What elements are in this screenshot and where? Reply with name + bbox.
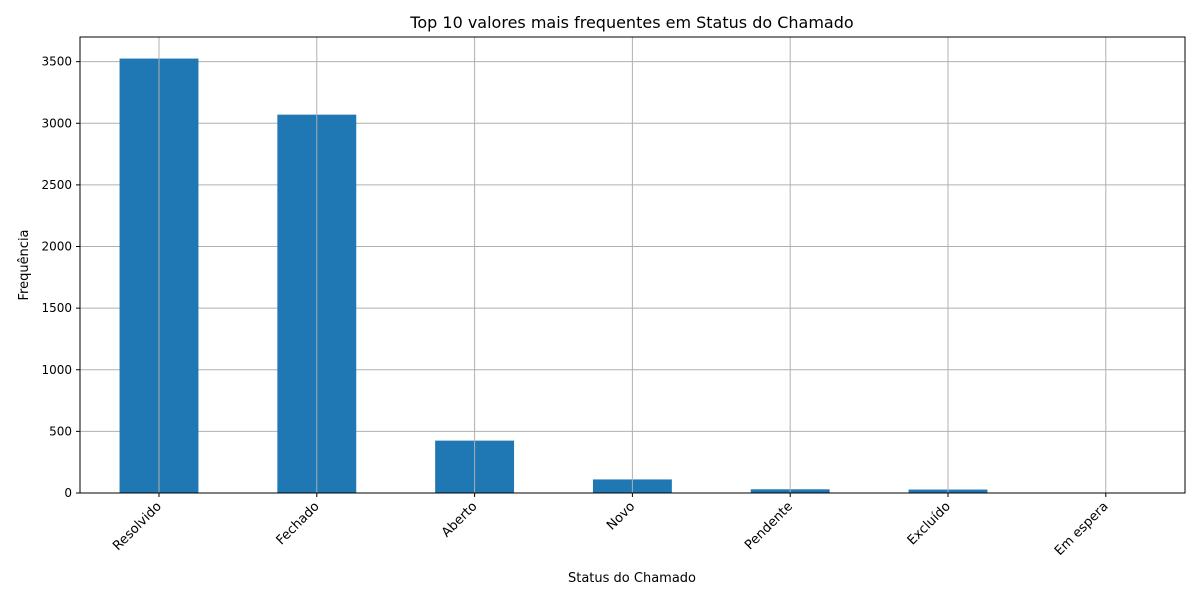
vertical-grid-layer [158, 37, 1107, 493]
y-axis-label: Frequência [17, 229, 32, 300]
y-axis-ticks: 0 500 1000 1500 2000 2500 3000 3500 [41, 55, 80, 500]
y-tick-label: 500 [49, 424, 72, 438]
x-axis-ticks: Resolvido Fechado Aberto Novo Pendente Excluí… [110, 493, 1112, 559]
x-axis-label: Status do Chamado [568, 571, 696, 586]
y-tick-label: 3500 [41, 55, 72, 69]
x-tick-label: Resolvido [110, 499, 165, 554]
x-tick-label: Em espera [1052, 499, 1112, 559]
x-tick-label: Pendente [742, 499, 796, 553]
x-tick-label: Novo [604, 499, 638, 533]
y-tick-label: 2500 [41, 178, 72, 192]
x-tick-label: Aberto [439, 499, 480, 540]
chart-title: Top 10 valores mais frequentes em Status… [409, 13, 853, 32]
y-tick-label: 0 [64, 486, 72, 500]
x-tick-label: Fechado [274, 499, 323, 548]
x-tick-label: Excluído [905, 499, 954, 548]
y-tick-label: 2000 [41, 240, 72, 254]
y-tick-label: 3000 [41, 116, 72, 130]
y-tick-label: 1500 [41, 301, 72, 315]
y-tick-label: 1000 [41, 363, 72, 377]
